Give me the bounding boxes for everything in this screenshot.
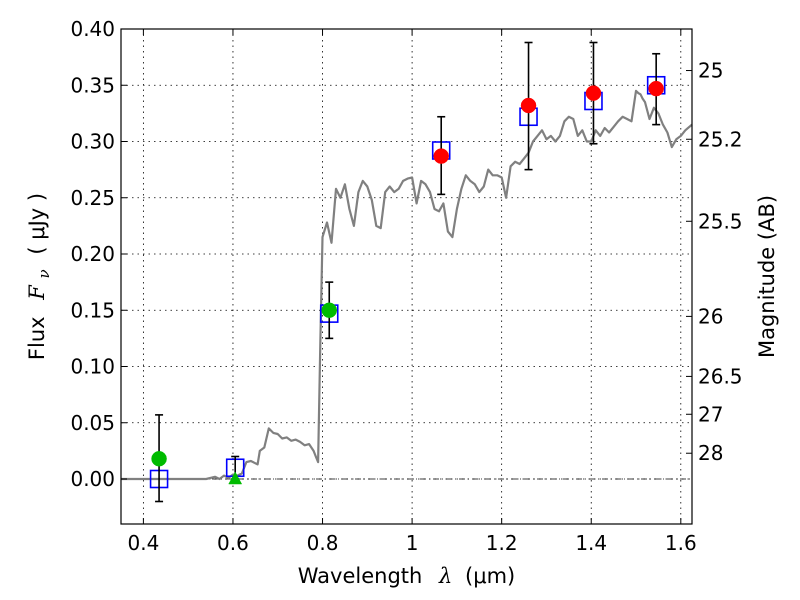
y-tick-label: 0.05 [70,411,115,435]
y-tick-label: 0.35 [70,73,115,97]
y-axis-label-unit: ( μJy ) [25,193,49,255]
grid [121,28,692,524]
axis-ticks: 0.4 0.6 0.8 1 1.2 1.4 1.6 0.00 0.05 0.10 0.15 0.20 0… [70,17,742,555]
mag-tick-label: 25.2 [698,127,743,151]
y-tick-label: 0.20 [70,242,115,266]
y-tick-label: 0.25 [70,186,115,210]
mag-tick-label: 25.5 [698,209,743,233]
y-axis-label-subscript: ν [35,269,53,278]
y-axis-label-symbol: F [25,284,49,301]
observed-point [520,97,537,114]
y-tick-label: 0.15 [70,298,115,322]
mag-tick-label: 25 [698,59,723,83]
mag-tick-label: 26 [698,304,723,328]
y-tick-label: 0.40 [70,17,115,41]
x-axis-label-symbol: λ [438,564,452,588]
x-tick-label: 1.2 [486,531,518,555]
plot-frame [120,28,693,525]
observed-point [433,148,449,164]
x-tick-label: 1.4 [575,531,607,555]
y-axis-label-text: Flux [25,316,49,360]
x-tick-label: 0.8 [307,531,339,555]
y-tick-label: 0.00 [70,467,115,491]
observed-point [648,80,664,97]
observed-point-upper-limit [228,471,243,485]
spectrum-series [121,89,693,481]
model-flux-series [149,75,666,489]
observed-point [151,451,167,467]
mag-tick-label: 26.5 [698,364,743,388]
observed-flux-series [151,41,664,503]
magnitude-axis-label: Magnitude (AB) [755,195,779,358]
x-tick-label: 0.6 [217,531,249,555]
y-axis-label: Flux F ν ( μJy ) [25,193,54,360]
x-axis-label-unit: (μm) [465,564,515,588]
x-tick-label: 0.4 [127,531,159,555]
observed-point [321,302,337,318]
y-tick-label: 0.30 [70,130,115,154]
mag-tick-label: 28 [698,441,723,465]
x-tick-label: 1.6 [665,531,697,555]
observed-point [585,85,602,101]
x-axis-label: Wavelength λ (μm) [298,564,515,588]
x-axis-label-text: Wavelength [298,564,423,588]
spectrum-line [121,89,693,481]
x-tick-label: 1 [406,531,419,555]
mag-tick-label: 27 [698,402,723,426]
y-tick-label: 0.10 [70,355,115,379]
